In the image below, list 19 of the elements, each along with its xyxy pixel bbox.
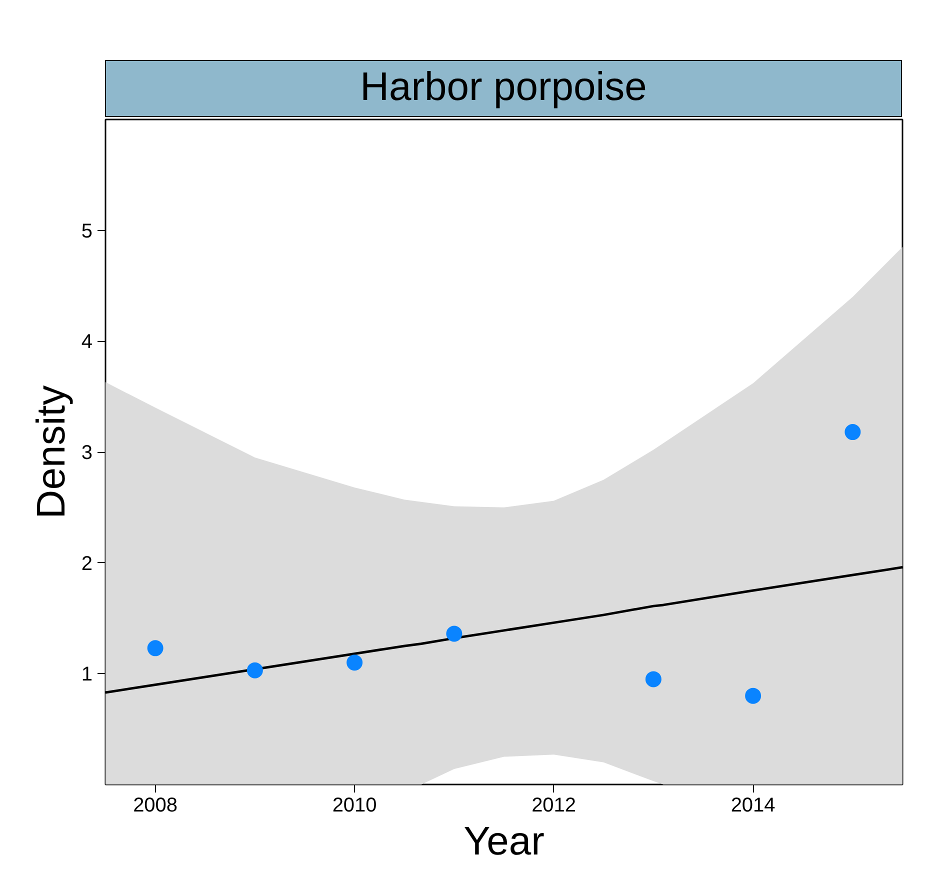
y-tick-label: 4 [81,331,92,354]
x-tick-label: 2010 [332,794,377,816]
y-tick-label: 3 [81,442,92,464]
x-tick-label: 2014 [730,794,776,816]
point [844,424,861,440]
point [246,662,263,678]
y-tick-label: 1 [81,664,92,686]
x-tick-label: 2012 [532,794,576,816]
y-tick-label: 2 [81,552,92,575]
point [446,626,462,642]
point [645,671,662,688]
y-tick-label: 5 [81,220,92,242]
point [346,654,363,671]
chart-title: Harbor porpoise [360,64,647,111]
y-axis-title: Density [29,385,74,519]
x-axis-title: Year [464,820,544,864]
x-tick-label: 2008 [133,794,178,816]
point [745,688,762,704]
point [147,640,164,656]
